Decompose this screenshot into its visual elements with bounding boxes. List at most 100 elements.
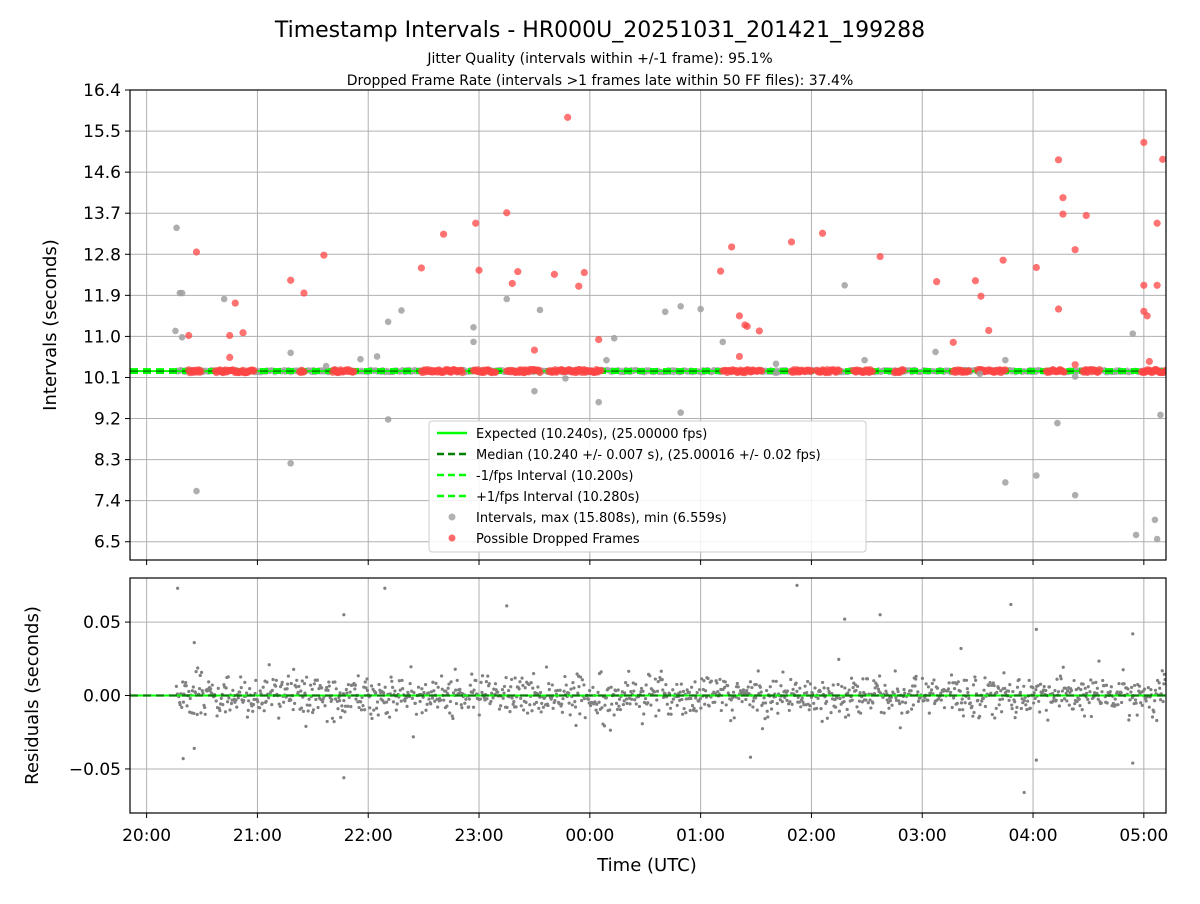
residual-point	[594, 708, 598, 712]
residual-point	[509, 685, 513, 689]
dropped-frame-point	[185, 331, 193, 340]
residual-point	[1013, 700, 1017, 704]
residual-point	[1071, 707, 1075, 711]
residual-point	[286, 674, 290, 678]
intervals-ytick-label: 16.4	[83, 81, 121, 101]
residual-point	[610, 702, 614, 706]
residual-point	[299, 706, 304, 710]
residual-point	[996, 686, 1001, 690]
interval-point	[932, 348, 939, 356]
residual-point	[829, 710, 833, 715]
dropped-frame-point	[835, 367, 843, 375]
residual-point	[689, 696, 693, 701]
residual-point	[903, 701, 908, 705]
residual-point	[813, 686, 817, 690]
residual-point	[323, 704, 327, 708]
residual-point	[983, 704, 987, 709]
residual-point	[929, 688, 934, 692]
residual-point	[1057, 704, 1061, 708]
residual-point	[383, 685, 387, 689]
residual-point	[1091, 681, 1095, 685]
residual-point	[855, 705, 859, 709]
residual-point	[785, 689, 790, 693]
residual-point	[239, 686, 243, 690]
residual-point	[641, 689, 645, 693]
residual-point	[1015, 685, 1020, 689]
residual-point	[716, 689, 720, 694]
residual-point	[374, 691, 378, 695]
residual-point	[805, 690, 809, 695]
intervals-panel: 6.5 7.4 8.3 9.2 10.1 11.0 11.9 12.8 13.7 14.6 15.5…	[40, 81, 1167, 565]
residual-point	[1127, 718, 1131, 722]
residual-point	[414, 712, 419, 716]
residual-point	[334, 687, 338, 691]
residual-point	[1086, 697, 1090, 701]
residual-point	[697, 688, 702, 692]
residual-point	[745, 688, 749, 693]
residual-point	[519, 704, 523, 708]
residual-point	[1139, 701, 1143, 705]
interval-point	[677, 409, 684, 416]
residual-point	[681, 689, 686, 694]
residual-point	[894, 695, 898, 700]
residual-point	[722, 685, 727, 690]
residual-point	[208, 687, 213, 691]
residual-point	[950, 705, 954, 710]
residual-point	[291, 707, 295, 712]
dropped-frame-point	[1071, 246, 1079, 254]
residual-point	[1015, 705, 1019, 709]
residual-point	[558, 688, 562, 692]
residual-point	[327, 680, 331, 684]
residual-point	[893, 669, 897, 673]
interval-point	[772, 369, 780, 377]
residual-point	[831, 683, 835, 687]
residual-point	[346, 683, 351, 687]
residual-point	[216, 686, 220, 690]
residual-point	[665, 702, 669, 706]
residual-point	[389, 675, 393, 679]
residual-point	[477, 713, 481, 717]
interval-point	[398, 307, 405, 314]
interval-point	[470, 338, 477, 346]
residual-point	[1025, 699, 1030, 703]
residuals-xtick-label: 23:00	[455, 826, 504, 846]
residual-point	[630, 697, 634, 701]
residual-point	[1003, 686, 1007, 690]
dropped-frame-point	[575, 282, 583, 290]
residual-point	[956, 680, 960, 684]
residual-point	[478, 697, 482, 701]
residual-point	[860, 700, 864, 704]
residual-point	[474, 678, 478, 683]
residual-point	[960, 697, 964, 701]
residual-point	[1088, 690, 1092, 694]
residual-point	[455, 678, 459, 682]
residual-point	[1146, 686, 1150, 690]
residual-point	[1060, 689, 1064, 693]
residual-point	[519, 696, 523, 700]
residual-point	[806, 679, 810, 684]
residual-point	[532, 671, 536, 676]
residual-point	[1133, 698, 1138, 702]
residual-point	[858, 691, 862, 695]
residual-point	[187, 689, 191, 694]
residual-point	[550, 683, 554, 687]
residual-point	[990, 683, 994, 687]
residual-point	[978, 714, 982, 718]
residual-point	[299, 689, 303, 693]
residual-point	[900, 711, 904, 715]
residual-point	[416, 685, 421, 689]
residual-point	[629, 689, 633, 694]
legend-box	[428, 420, 867, 553]
residual-point	[967, 696, 971, 701]
residual-point	[883, 683, 887, 687]
residual-point	[935, 686, 940, 690]
dropped-frame-point	[231, 299, 239, 307]
residual-point	[1028, 706, 1032, 710]
interval-point	[384, 318, 392, 326]
residual-point	[602, 724, 607, 728]
residual-point	[510, 696, 514, 700]
residual-point	[706, 676, 710, 681]
dropped-frame-point	[287, 276, 295, 284]
dropped-frame-point	[564, 113, 572, 121]
residual-point	[878, 613, 882, 617]
